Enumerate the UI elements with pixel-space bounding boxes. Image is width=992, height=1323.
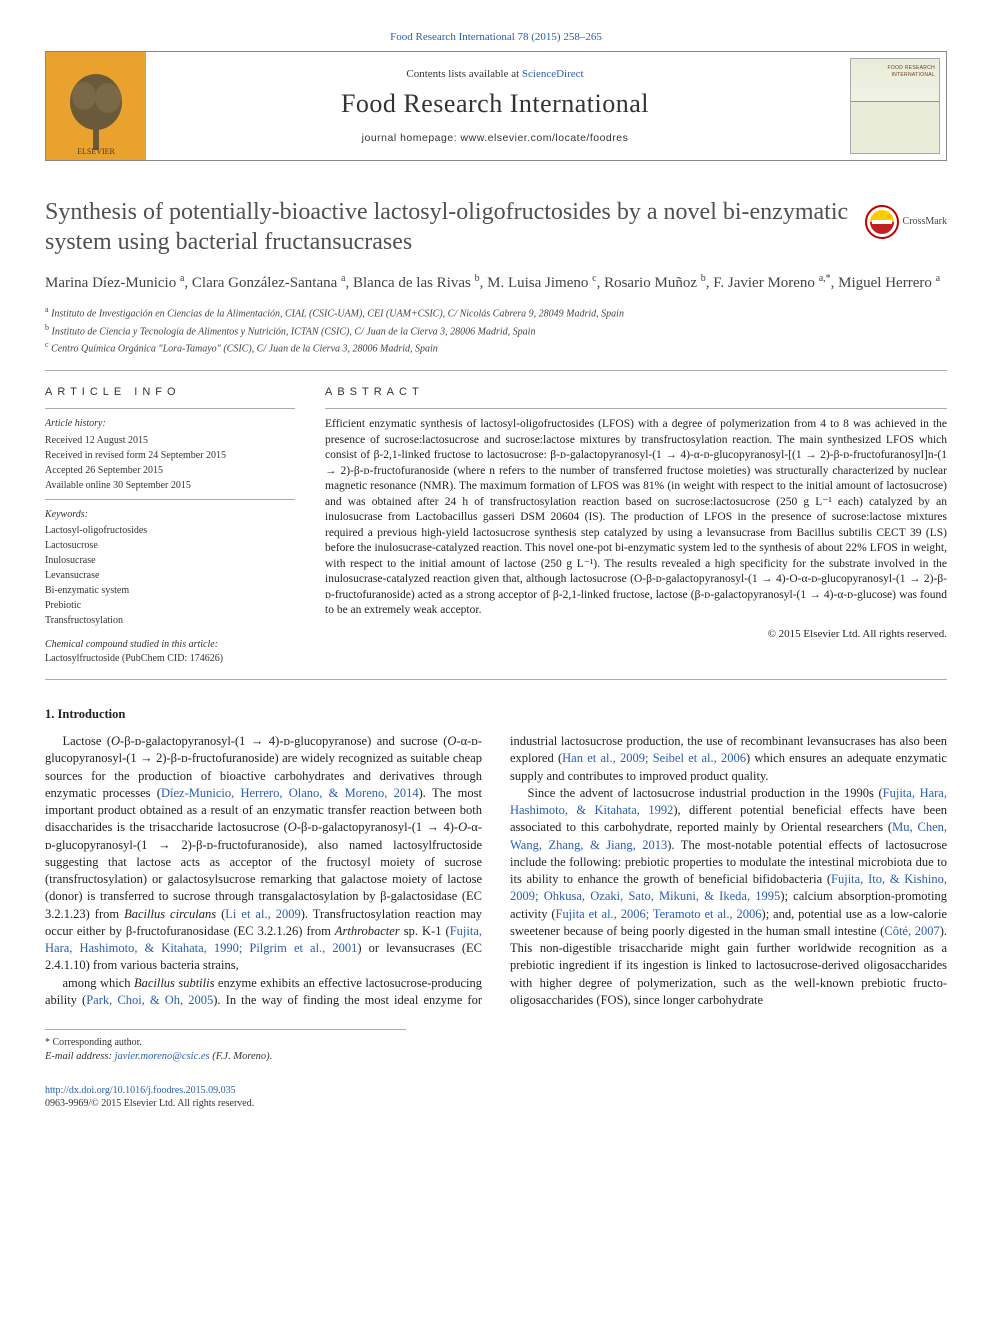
- abstract-text: Efficient enzymatic synthesis of lactosy…: [325, 417, 947, 619]
- journal-cover-thumbnail: FOOD RESEARCH INTERNATIONAL: [850, 58, 940, 154]
- affiliation-a: Instituto de Investigación en Ciencias d…: [51, 309, 624, 320]
- keyword: Levansucrase: [45, 568, 295, 583]
- keywords-heading: Keywords:: [45, 508, 295, 522]
- contents-prefix: Contents lists available at: [406, 68, 521, 80]
- history-list: Received 12 August 2015 Received in revi…: [45, 433, 295, 493]
- compound-heading: Chemical compound studied in this articl…: [45, 638, 295, 652]
- journal-name: Food Research International: [341, 86, 649, 121]
- authors-list: Marina Díez-Municio a, Clara González-Sa…: [45, 271, 947, 295]
- article-info-column: article info Article history: Received 1…: [45, 385, 295, 665]
- contents-line: Contents lists available at ScienceDirec…: [406, 67, 583, 82]
- separator: [45, 370, 947, 371]
- sciencedirect-link[interactable]: ScienceDirect: [522, 68, 584, 80]
- crossmark-label: CrossMark: [903, 215, 947, 229]
- affiliation-b: Instituto de Ciencia y Tecnología de Ali…: [52, 326, 536, 337]
- copyright-line: © 2015 Elsevier Ltd. All rights reserved…: [325, 627, 947, 642]
- cover-label: FOOD RESEARCH INTERNATIONAL: [851, 65, 935, 79]
- email-label: E-mail address:: [45, 1051, 112, 1062]
- history-heading: Article history:: [45, 417, 295, 431]
- email-suffix: (F.J. Moreno).: [212, 1051, 272, 1062]
- keyword: Transfructosylation: [45, 613, 295, 628]
- journal-banner: ELSEVIER Contents lists available at Sci…: [45, 51, 947, 161]
- keyword: Bi-enzymatic system: [45, 583, 295, 598]
- abstract-column: abstract Efficient enzymatic synthesis o…: [325, 385, 947, 665]
- crossmark-badge[interactable]: CrossMark: [865, 205, 947, 239]
- separator: [45, 679, 947, 680]
- corresponding-author-footer: * Corresponding author. E-mail address: …: [45, 1029, 406, 1064]
- section-heading-intro: 1. Introduction: [45, 706, 947, 723]
- journal-citation[interactable]: Food Research International 78 (2015) 25…: [45, 30, 947, 45]
- paper-title: Synthesis of potentially-bioactive lacto…: [45, 197, 849, 257]
- compound-value: Lactosylfructoside (PubChem CID: 174626): [45, 652, 295, 666]
- intro-body: Lactose (O-β-ᴅ-galactopyranosyl-(1 → 4)-…: [45, 733, 947, 1009]
- intro-paragraph: Since the advent of lactosucrose industr…: [510, 785, 947, 1009]
- doi-block: http://dx.doi.org/10.1016/j.foodres.2015…: [45, 1084, 947, 1111]
- compound-section: Chemical compound studied in this articl…: [45, 638, 295, 665]
- elsevier-tree-icon: ELSEVIER: [60, 66, 132, 156]
- issn-line: 0963-9969/© 2015 Elsevier Ltd. All right…: [45, 1098, 254, 1109]
- banner-center: Contents lists available at ScienceDirec…: [146, 52, 844, 160]
- keyword: Prebiotic: [45, 598, 295, 613]
- article-info-heading: article info: [45, 385, 295, 400]
- publisher-logo-box: ELSEVIER: [46, 52, 146, 160]
- keyword: Lactosucrose: [45, 538, 295, 553]
- journal-homepage: journal homepage: www.elsevier.com/locat…: [362, 131, 629, 145]
- crossmark-icon: [865, 205, 899, 239]
- affiliation-c: Centro Química Orgánica "Lora-Tamayo" (C…: [51, 343, 438, 354]
- svg-text:ELSEVIER: ELSEVIER: [77, 147, 115, 156]
- doi-link[interactable]: http://dx.doi.org/10.1016/j.foodres.2015…: [45, 1085, 236, 1096]
- keyword: Inulosucrase: [45, 553, 295, 568]
- abstract-heading: abstract: [325, 385, 947, 400]
- history-item: Accepted 26 September 2015: [45, 463, 295, 478]
- keyword: Lactosyl-oligofructosides: [45, 523, 295, 538]
- intro-paragraph: Lactose (O-β-ᴅ-galactopyranosyl-(1 → 4)-…: [45, 733, 482, 975]
- journal-citation-link[interactable]: Food Research International 78 (2015) 25…: [390, 31, 602, 43]
- history-item: Received 12 August 2015: [45, 433, 295, 448]
- keywords-list: Lactosyl-oligofructosides Lactosucrose I…: [45, 523, 295, 628]
- corresponding-email-link[interactable]: javier.moreno@csic.es: [115, 1051, 210, 1062]
- history-item: Available online 30 September 2015: [45, 478, 295, 493]
- affiliations: a Instituto de Investigación en Ciencias…: [45, 304, 947, 356]
- corresponding-note: * Corresponding author.: [45, 1036, 406, 1050]
- history-item: Received in revised form 24 September 20…: [45, 448, 295, 463]
